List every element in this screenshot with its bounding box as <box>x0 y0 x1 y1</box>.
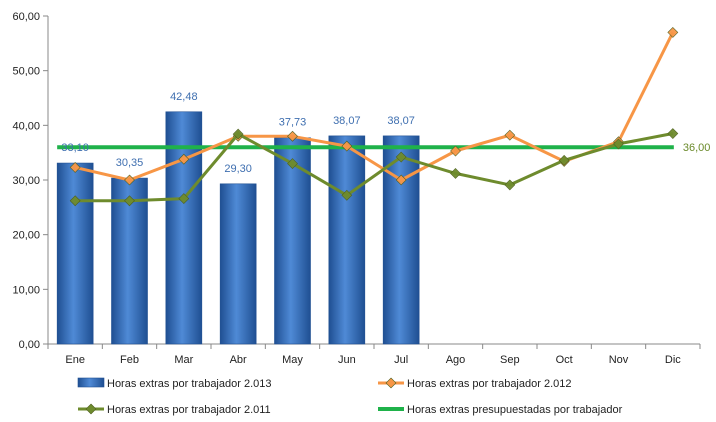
series-point-2 <box>287 158 298 170</box>
series-point-2 <box>232 128 244 140</box>
series-point-2 <box>69 195 81 207</box>
series-point-1 <box>69 162 81 173</box>
x-tick-label: Ago <box>446 354 466 366</box>
bar-series <box>56 111 420 345</box>
bar <box>219 183 257 345</box>
legend: Horas extras por trabajador 2.013 Horas e… <box>77 377 623 416</box>
bar-data-label: 29,30 <box>224 163 252 175</box>
y-tick-label: 40,00 <box>12 120 40 132</box>
bar-data-label: 38,07 <box>387 115 415 127</box>
legend-label: Horas extras por trabajador 2.011 <box>107 404 271 416</box>
bar <box>56 162 94 345</box>
x-tick-label: Nov <box>609 354 629 366</box>
x-tick-label: Oct <box>556 354 573 366</box>
legend-swatch-marker <box>385 377 397 389</box>
legend-label: Horas extras por trabajador 2.012 <box>407 378 571 390</box>
y-tick-label: 20,00 <box>12 230 40 242</box>
x-tick-label: Jun <box>338 354 356 366</box>
data-labels: 33,10 30,35 42,48 29,30 37,73 38,07 38,07 36,00 <box>61 91 710 175</box>
x-tick-label: Ene <box>65 354 85 366</box>
bar <box>382 135 420 345</box>
x-tick-label: Feb <box>120 354 139 366</box>
series-point-1 <box>287 130 298 142</box>
series-point-1 <box>124 174 135 186</box>
series-point-1 <box>504 129 516 141</box>
series-line-1 <box>74 31 675 182</box>
series-point-1 <box>395 174 407 186</box>
bar-data-label: 37,73 <box>279 117 307 129</box>
series-point-1 <box>667 26 679 38</box>
series-point-1 <box>450 145 461 157</box>
bar-data-label: 33,10 <box>61 142 89 154</box>
bar-data-label: 42,48 <box>170 91 198 103</box>
legend-swatch-marker <box>85 403 97 415</box>
series-point-2 <box>558 154 570 166</box>
series-point-2 <box>667 128 679 139</box>
bar-data-label: 30,35 <box>116 157 144 169</box>
y-tick-label: 0,00 <box>19 339 40 351</box>
series-line-2 <box>75 132 674 203</box>
series-point-2 <box>178 193 190 205</box>
series-point-2 <box>395 151 407 163</box>
x-tick-label: May <box>282 354 303 366</box>
bar <box>328 135 366 345</box>
legend-label: Horas extras presupuestadas por trabajad… <box>407 404 623 416</box>
axes: 0,00 10,00 20,00 30,00 40,00 50,00 60,00 Ene Feb… <box>12 11 701 366</box>
series-point-2 <box>504 179 516 191</box>
y-tick-label: 30,00 <box>12 175 40 187</box>
series-point-2 <box>341 189 353 201</box>
x-tick-label: Abr <box>230 354 247 366</box>
line-series <box>69 26 679 207</box>
y-tick-label: 10,00 <box>12 284 40 296</box>
series-point-1 <box>178 153 190 165</box>
x-tick-label: Sep <box>500 354 520 366</box>
bar-data-label: 38,07 <box>333 115 361 127</box>
x-tick-label: Jul <box>394 354 408 366</box>
legend-label: Horas extras por trabajador 2.013 <box>107 378 271 390</box>
series-point-2 <box>450 168 461 179</box>
target-data-label: 36,00 <box>683 142 711 154</box>
x-tick-label: Dic <box>665 354 681 366</box>
x-tick-label: Mar <box>174 354 193 366</box>
legend-swatch-bar <box>77 377 105 388</box>
bar <box>165 111 203 345</box>
y-tick-label: 60,00 <box>12 11 40 23</box>
series-point-2 <box>613 138 624 150</box>
series-point-1 <box>341 140 353 152</box>
y-tick-label: 50,00 <box>12 66 40 78</box>
series-point-2 <box>124 195 135 207</box>
